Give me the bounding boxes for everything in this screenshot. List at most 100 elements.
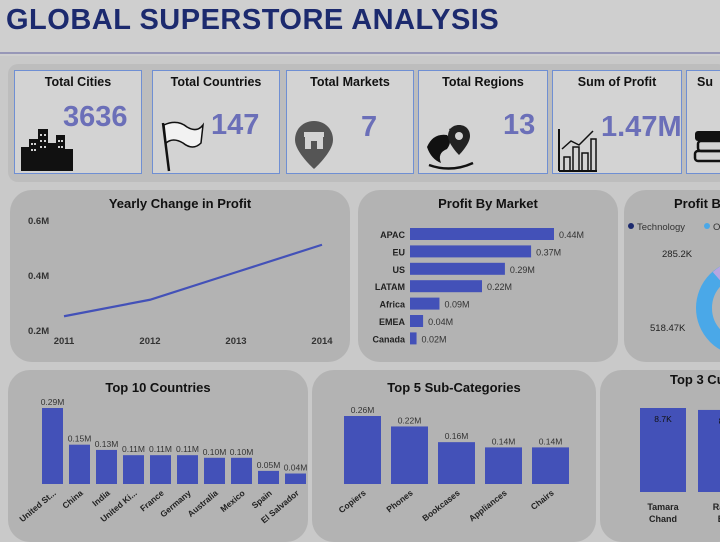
data-label: 0.37M — [536, 247, 561, 257]
kpi-label: Total Cities — [44, 75, 112, 89]
globe-pin-icon — [427, 125, 474, 170]
x-tick-label: 2013 — [225, 336, 246, 347]
top-countries-bar-chart: 0.29M United St... 0.15M China 0.13M India 0.1… — [17, 397, 308, 525]
value-bar — [698, 409, 720, 492]
donut-slice-technology — [712, 266, 720, 281]
bar-chart-icon — [558, 129, 597, 172]
category-label: Australia — [185, 488, 220, 519]
x-tick-label: 2014 — [311, 336, 333, 347]
data-label: 0.04M — [428, 317, 453, 327]
slice-label: 518.47K — [650, 323, 686, 334]
value-bar — [123, 455, 144, 484]
value-bar — [177, 455, 198, 484]
x-tick-label: 2012 — [139, 336, 160, 347]
market-bar — [410, 245, 532, 258]
top-customers-card: Top 3 Cu 8.7K Tamara Chand 8 Ray B — [600, 370, 720, 542]
y-tick-label: 0.4M — [28, 271, 49, 282]
category-label: Ray — [713, 502, 720, 512]
value-bar — [69, 444, 90, 484]
category-label: Africa — [379, 300, 406, 310]
data-label: 0.15M — [68, 434, 92, 444]
category-label: US — [392, 265, 405, 275]
data-label: 0.10M — [203, 447, 227, 457]
market-bar — [410, 332, 417, 345]
data-label: 0.05M — [257, 460, 281, 470]
chart-title: Yearly Change in Profit — [108, 196, 252, 211]
city-skyline-icon — [21, 129, 73, 171]
kpi-label: Su — [697, 75, 713, 89]
data-label: 8.7K — [654, 414, 672, 424]
value-bar — [96, 449, 117, 484]
value-bar — [258, 470, 279, 484]
top-subcategories-card: Top 5 Sub-Categories 0.26M Copiers 0.22M Ph… — [312, 370, 596, 542]
category-label: Tamara — [647, 502, 679, 512]
category-label: APAC — [380, 230, 405, 240]
value-bar — [150, 455, 171, 484]
kpi-card-sum-of-profit[interactable]: Sum of Profit 1.47M — [552, 70, 682, 174]
top-subcategories-bar-chart: 0.26M Copiers 0.22M Phones 0.16M Bookcases 0.1… — [337, 405, 569, 524]
data-label: 0.11M — [149, 444, 172, 454]
category-label: Phones — [384, 488, 415, 515]
data-label: 0.29M — [41, 397, 65, 407]
yearly-profit-card: Yearly Change in Profit 0.2M 0.4M 0.6M 2011… — [10, 190, 350, 362]
yearly-profit-line-chart: 0.2M 0.4M 0.6M 2011 2012 2013 2014 — [28, 216, 333, 347]
data-label: 0.11M — [122, 444, 145, 454]
value-bar — [391, 426, 428, 484]
slice-label: 285.2K — [662, 249, 693, 260]
kpi-label: Total Regions — [442, 75, 524, 89]
kpi-card-total-cities[interactable]: Total Cities 3636 — [14, 70, 142, 174]
white-flag-icon — [161, 121, 205, 172]
donut-slice-office — [696, 266, 720, 350]
chart-title: Profit By Market — [438, 196, 538, 211]
books-icon — [693, 131, 720, 163]
category-label: Mexico — [218, 488, 247, 514]
value-bar — [285, 473, 306, 484]
legend-marker — [628, 223, 634, 229]
chart-title: Top 10 Countries — [105, 380, 211, 395]
profit-by-category-card: Profit B Technology Off 285.2K 518.47K — [624, 190, 720, 362]
legend-label: Off — [713, 222, 720, 233]
value-bar — [344, 416, 381, 484]
page-title: GLOBAL SUPERSTORE ANALYSIS — [6, 4, 500, 36]
category-label: China — [60, 488, 85, 511]
data-label: 0.29M — [510, 265, 535, 275]
category-label: Canada — [372, 334, 406, 344]
data-label: 0.13M — [95, 439, 119, 449]
top-countries-card: Top 10 Countries 0.29M United St... 0.15M C… — [8, 370, 308, 542]
top-customers-bar-chart: 8.7K Tamara Chand 8 Ray B — [640, 408, 720, 524]
category-label: India — [90, 488, 112, 509]
market-bar — [410, 297, 440, 310]
profit-by-market-card: Profit By Market APAC 0.44M EU 0.37M US 0.29M… — [358, 190, 618, 362]
data-label: 0.22M — [398, 415, 422, 425]
category-label: Copiers — [337, 488, 368, 516]
kpi-card-partial[interactable]: Su — [686, 70, 720, 174]
x-tick-label: 2011 — [54, 336, 75, 347]
category-label: LATAM — [375, 282, 405, 292]
data-label: 0.04M — [284, 463, 308, 473]
category-label: EU — [392, 247, 405, 257]
store-pin-icon — [295, 121, 333, 169]
value-bar — [640, 408, 686, 492]
data-label: 0.02M — [422, 334, 447, 344]
data-label: 8 — [719, 416, 720, 426]
y-tick-label: 0.6M — [28, 216, 49, 227]
data-label: 0.10M — [230, 447, 254, 457]
category-label: EMEA — [379, 317, 406, 327]
chart-title: Top 3 Cu — [670, 372, 720, 387]
kpi-card-total-countries[interactable]: Total Countries 147 — [152, 70, 280, 174]
data-label: 0.14M — [539, 436, 563, 446]
category-label: United St... — [17, 488, 57, 524]
kpi-card-total-regions[interactable]: Total Regions 13 — [418, 70, 548, 174]
value-bar — [204, 457, 225, 484]
chart-title: Top 5 Sub-Categories — [387, 380, 521, 395]
category-label: Chand — [649, 514, 677, 524]
data-label: 0.26M — [351, 405, 375, 415]
market-bar — [410, 262, 505, 275]
kpi-strip: Total Cities 3636 Total Countries 147 To… — [8, 64, 720, 182]
kpi-card-total-markets[interactable]: Total Markets 7 — [286, 70, 414, 174]
value-bar — [231, 457, 252, 484]
header-bar: GLOBAL SUPERSTORE ANALYSIS — [0, 0, 720, 56]
chart-title: Profit B — [674, 196, 720, 211]
category-label: B — [718, 514, 720, 524]
value-bar — [438, 442, 475, 484]
